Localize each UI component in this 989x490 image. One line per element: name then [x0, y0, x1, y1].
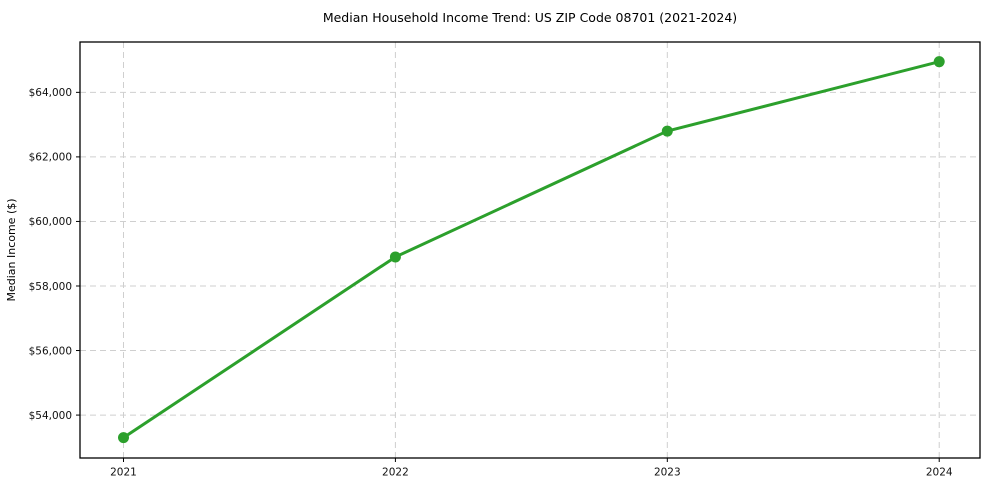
y-tick-label: $64,000: [29, 87, 72, 99]
y-axis-label: Median Income ($): [5, 198, 18, 301]
y-tick-label: $56,000: [29, 345, 72, 357]
data-point: [661, 125, 673, 137]
y-tick-label: $60,000: [29, 216, 72, 228]
data-point: [118, 432, 130, 444]
x-tick-label: 2024: [926, 467, 953, 479]
income-trend-line: [122, 60, 941, 440]
plot-border: [79, 41, 981, 459]
data-point: [389, 251, 401, 263]
gridlines: [80, 42, 980, 458]
y-tick-label: $58,000: [29, 281, 72, 293]
x-tick-label: 2022: [382, 467, 409, 479]
axis-ticks: $54,000 $56,000 $58,000 $60,000 $62,000 $64,0…: [29, 87, 953, 478]
y-tick-label: $62,000: [29, 152, 72, 164]
x-tick-label: 2021: [110, 467, 137, 479]
y-tick-label: $54,000: [29, 410, 72, 422]
data-point: [933, 56, 945, 68]
data-series: [118, 56, 945, 444]
chart-title: Median Household Income Trend: US ZIP Co…: [323, 10, 737, 25]
x-tick-label: 2023: [654, 467, 681, 479]
